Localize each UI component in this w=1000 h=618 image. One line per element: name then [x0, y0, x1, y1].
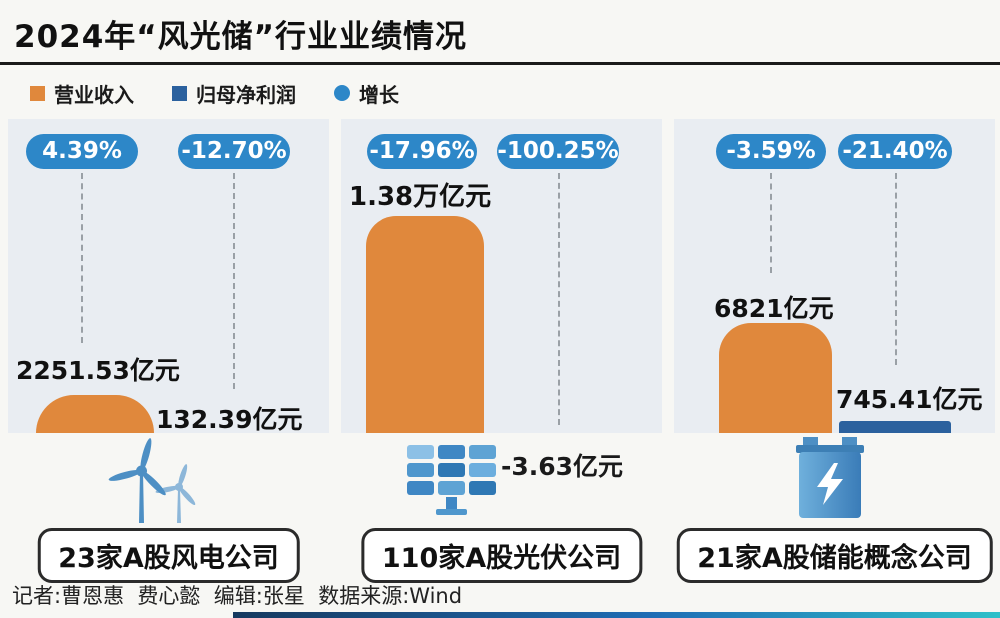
growth-badge-profit: -21.40% — [838, 134, 952, 169]
legend: 营业收入 归母净利润 增长 — [30, 79, 1000, 108]
growth-dot-icon — [334, 85, 350, 101]
company-label-wind: 23家A股风电公司 — [37, 528, 300, 583]
wind-turbine-icon — [108, 438, 196, 523]
credits-line: 记者:曹恩惠 费心懿 编辑:张星 数据来源:Wind — [12, 584, 463, 608]
company-col-wind: 23家A股风电公司 — [8, 433, 329, 583]
panel-wind: 4.39% -12.70% 2251.53亿元 132.39亿元 — [8, 119, 329, 434]
dashed-leader-line — [233, 173, 235, 389]
company-label-storage: 21家A股储能概念公司 — [676, 528, 993, 583]
company-row: 23家A股风电公司 -3.63亿元 110家A股 — [0, 433, 1000, 583]
company-col-solar: -3.63亿元 110家A股光伏公司 — [341, 433, 662, 583]
revenue-bar — [366, 216, 484, 433]
legend-profit-label: 归母净利润 — [196, 82, 296, 107]
legend-item-revenue: 营业收入 — [30, 79, 134, 108]
growth-badge-revenue: -3.59% — [716, 134, 826, 169]
revenue-swatch-icon — [30, 85, 45, 101]
revenue-value-label: 6821亿元 — [714, 294, 834, 323]
revenue-bar — [36, 395, 154, 433]
profit-value-label: 745.41亿元 — [836, 385, 983, 414]
growth-badge-profit: -12.70% — [178, 134, 290, 169]
revenue-value-label: 2251.53亿元 — [16, 356, 180, 385]
growth-badge-revenue: -17.96% — [367, 134, 477, 169]
dashed-leader-line — [558, 173, 560, 425]
bottom-progress-bar — [233, 612, 1000, 618]
dashed-leader-line — [770, 173, 772, 273]
profit-value-label: -3.63亿元 — [501, 452, 624, 481]
panel-storage: -3.59% -21.40% 6821亿元 745.41亿元 — [674, 119, 995, 433]
chart-panels: 4.39% -12.70% 2251.53亿元 132.39亿元 -17.96%… — [0, 119, 1000, 434]
title-divider — [0, 62, 1000, 65]
page-title: 2024年“风光储”行业业绩情况 — [14, 19, 468, 55]
revenue-bar — [719, 323, 832, 433]
legend-growth-label: 增长 — [359, 82, 399, 107]
profit-value-label: 132.39亿元 — [156, 405, 303, 434]
legend-revenue-label: 营业收入 — [54, 82, 134, 107]
revenue-value-label: 1.38万亿元 — [349, 182, 492, 212]
legend-item-profit: 归母净利润 — [172, 79, 296, 108]
profit-swatch-icon — [172, 85, 187, 101]
growth-badge-profit: -100.25% — [497, 134, 619, 169]
battery-icon — [796, 437, 864, 518]
panel-solar: -17.96% -100.25% 1.38万亿元 — [341, 119, 662, 433]
profit-bar — [839, 421, 951, 433]
solar-panel-icon — [407, 445, 496, 515]
legend-item-growth: 增长 — [334, 79, 399, 108]
growth-badge-revenue: 4.39% — [26, 134, 138, 169]
dashed-leader-line — [895, 173, 897, 365]
company-label-solar: 110家A股光伏公司 — [360, 528, 643, 583]
dashed-leader-line — [81, 173, 83, 343]
company-col-storage: 21家A股储能概念公司 — [674, 433, 995, 583]
